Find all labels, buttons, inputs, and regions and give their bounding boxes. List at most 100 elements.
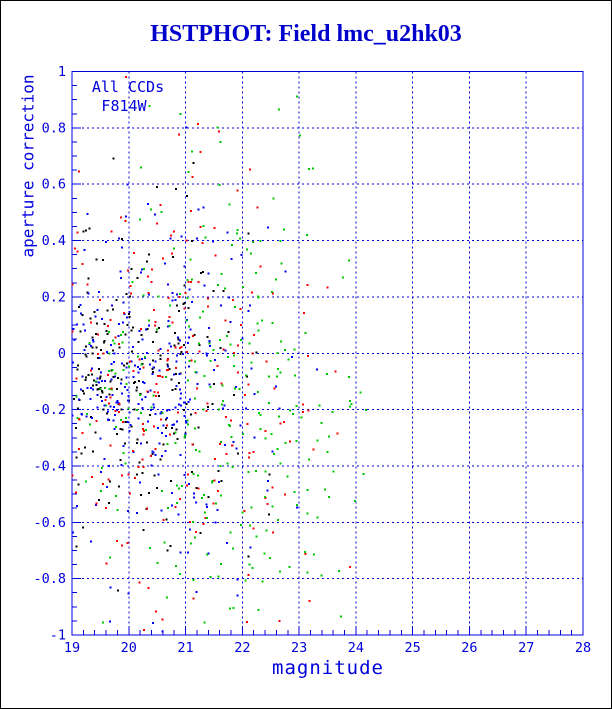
data-point bbox=[217, 575, 220, 578]
data-point bbox=[146, 260, 149, 263]
data-point bbox=[178, 572, 181, 575]
data-point bbox=[162, 424, 165, 427]
data-point bbox=[186, 551, 189, 554]
data-point bbox=[224, 287, 227, 290]
data-point bbox=[158, 327, 161, 329]
data-point bbox=[127, 592, 130, 595]
data-point bbox=[90, 475, 93, 478]
data-point bbox=[242, 285, 245, 288]
data-point bbox=[207, 297, 210, 300]
data-point bbox=[295, 404, 298, 407]
data-point bbox=[341, 276, 344, 279]
data-point bbox=[120, 382, 123, 385]
data-point bbox=[179, 112, 182, 115]
data-point bbox=[252, 333, 255, 336]
data-point bbox=[291, 356, 294, 359]
data-point bbox=[253, 392, 256, 395]
data-point bbox=[109, 405, 112, 408]
data-point bbox=[175, 304, 178, 307]
data-point bbox=[99, 375, 102, 378]
data-point bbox=[163, 541, 166, 544]
data-point bbox=[121, 392, 123, 395]
y-tick-label: -0.4 bbox=[33, 458, 66, 474]
data-point bbox=[125, 366, 128, 369]
data-point bbox=[103, 339, 106, 342]
data-point bbox=[148, 324, 150, 327]
data-point bbox=[77, 170, 80, 173]
data-point bbox=[88, 341, 91, 344]
data-point bbox=[199, 271, 202, 274]
data-point bbox=[84, 329, 86, 332]
data-point bbox=[252, 240, 254, 243]
data-point bbox=[183, 301, 186, 304]
data-point bbox=[81, 375, 84, 378]
data-point bbox=[264, 437, 267, 440]
data-point bbox=[165, 424, 168, 427]
data-point bbox=[156, 562, 159, 564]
data-point bbox=[141, 380, 144, 383]
data-point bbox=[129, 492, 132, 495]
data-point bbox=[191, 176, 194, 178]
data-point bbox=[293, 348, 296, 351]
data-point bbox=[171, 299, 174, 302]
data-point bbox=[239, 424, 242, 427]
data-point bbox=[165, 518, 168, 521]
data-point bbox=[140, 328, 142, 331]
data-point bbox=[114, 375, 116, 378]
data-point bbox=[81, 431, 84, 434]
data-point bbox=[129, 423, 132, 426]
data-point bbox=[162, 443, 165, 446]
data-point bbox=[151, 453, 154, 455]
data-point bbox=[154, 324, 156, 327]
data-point bbox=[131, 450, 134, 453]
data-point bbox=[117, 376, 120, 379]
data-point bbox=[161, 412, 164, 415]
data-point bbox=[216, 365, 219, 368]
data-point bbox=[87, 374, 90, 376]
data-point bbox=[142, 433, 145, 436]
data-point bbox=[209, 385, 212, 388]
data-point bbox=[109, 586, 112, 589]
data-point bbox=[198, 342, 200, 345]
data-point bbox=[125, 292, 128, 295]
data-point bbox=[257, 329, 260, 332]
data-point bbox=[174, 388, 177, 391]
data-point bbox=[89, 423, 91, 426]
data-point bbox=[138, 581, 141, 584]
data-point bbox=[206, 505, 208, 508]
data-point bbox=[161, 630, 164, 633]
data-point bbox=[159, 204, 162, 207]
data-point bbox=[209, 360, 212, 363]
data-point bbox=[94, 333, 97, 335]
data-point bbox=[178, 373, 181, 376]
data-point bbox=[236, 228, 239, 231]
data-point bbox=[246, 248, 249, 251]
data-point bbox=[76, 250, 79, 253]
data-point bbox=[289, 409, 292, 412]
data-point bbox=[214, 521, 217, 524]
data-point bbox=[77, 398, 80, 401]
data-point bbox=[178, 347, 181, 350]
data-point bbox=[207, 496, 210, 499]
data-point bbox=[74, 247, 76, 250]
data-point bbox=[156, 222, 159, 225]
data-point bbox=[267, 480, 269, 483]
data-point bbox=[114, 409, 117, 412]
data-point bbox=[316, 439, 319, 442]
data-point bbox=[133, 408, 136, 411]
data-point bbox=[174, 373, 177, 376]
data-point bbox=[279, 239, 282, 242]
data-point bbox=[140, 271, 143, 274]
data-point bbox=[250, 367, 253, 370]
data-point bbox=[174, 346, 177, 349]
data-point bbox=[155, 487, 158, 490]
data-point bbox=[148, 319, 151, 322]
data-point bbox=[134, 476, 137, 479]
data-point bbox=[100, 390, 103, 392]
data-point bbox=[175, 484, 178, 487]
data-point bbox=[247, 310, 250, 313]
data-point bbox=[154, 448, 157, 450]
data-point bbox=[84, 480, 87, 483]
data-point bbox=[222, 400, 224, 403]
data-point bbox=[97, 387, 100, 390]
